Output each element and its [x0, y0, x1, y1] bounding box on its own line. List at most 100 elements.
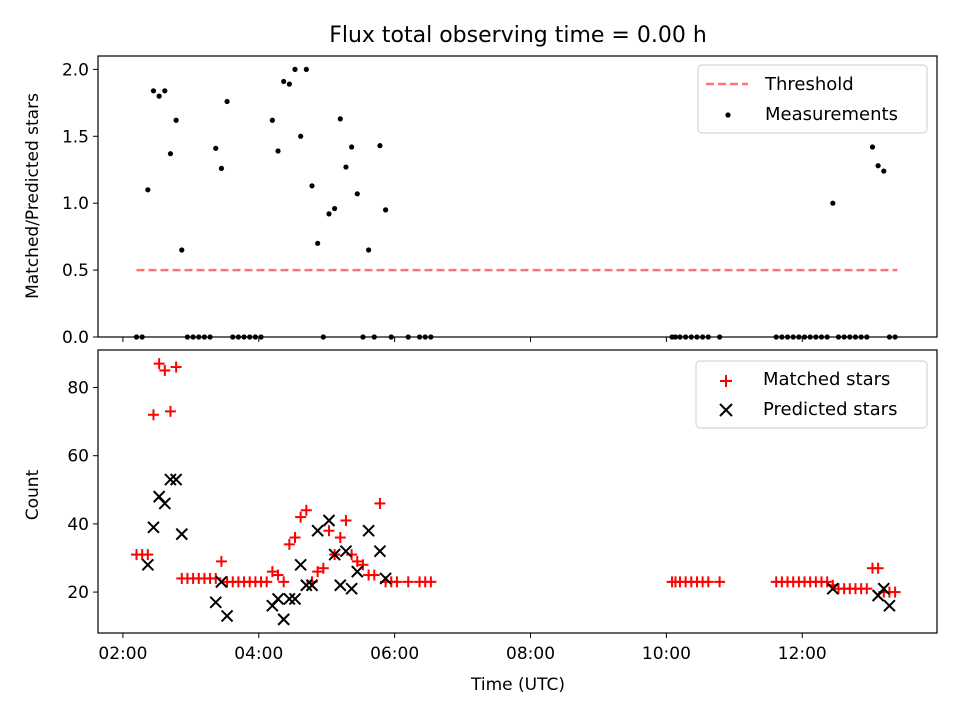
x-tick-label: 02:00 — [98, 644, 147, 664]
legend-threshold-label: Threshold — [764, 74, 854, 95]
measurement-point — [354, 191, 360, 197]
matched-star-point — [210, 572, 222, 584]
measurement-point — [382, 207, 389, 213]
predicted-star-point — [147, 521, 160, 534]
y-tick-label: 0.0 — [62, 328, 89, 348]
matched-star-point — [283, 538, 295, 550]
measurement-point — [869, 144, 876, 150]
matched-star-point — [368, 569, 380, 581]
matched-star-point — [295, 511, 307, 523]
matched-star-point — [142, 549, 154, 561]
predicted-star-point — [373, 544, 387, 558]
predicted-star-point — [288, 592, 302, 606]
matched-star-point — [872, 562, 884, 574]
y-tick-label: 2.0 — [62, 60, 89, 80]
measurement-point — [156, 93, 162, 99]
matched-star-point — [261, 576, 273, 588]
measurement-point — [830, 200, 836, 206]
predicted-star-point — [283, 592, 296, 606]
matched-star-point — [351, 555, 363, 567]
matched-star-point — [164, 405, 176, 417]
predicted-star-point — [220, 609, 234, 623]
measurement-point — [145, 187, 151, 193]
matched-star-point — [312, 566, 324, 578]
y-tick-label: 80 — [67, 379, 89, 399]
matched-star-point — [323, 525, 335, 537]
matched-star-point — [215, 555, 227, 567]
measurement-point — [881, 168, 887, 174]
predicted-star-point — [271, 592, 285, 606]
ratio-x-ticks — [122, 337, 803, 342]
matched-star-point — [153, 358, 165, 370]
y-tick-label: 0.5 — [62, 261, 89, 281]
y-tick-label: 40 — [67, 515, 89, 535]
measurement-point — [298, 133, 304, 139]
legend-matched-swatch — [720, 375, 732, 387]
x-tick-label: 12:00 — [778, 644, 827, 664]
ratio-y-ticks: 0.0 0.5 1.0 1.5 2.0 — [62, 60, 98, 348]
measurement-point — [337, 116, 343, 122]
predicted-star-point — [877, 582, 890, 595]
predicted-star-point — [175, 527, 188, 541]
legend-matched-label: Matched stars — [763, 369, 890, 390]
matched-star-point — [272, 569, 284, 581]
predicted-star-point — [294, 558, 307, 572]
ratio-y-label: Matched/Predicted stars — [23, 93, 43, 299]
matched-star-point — [889, 586, 901, 598]
matched-star-points — [130, 358, 901, 598]
y-tick-label: 1.5 — [62, 127, 89, 147]
predicted-star-point — [158, 497, 172, 510]
count-x-ticks: 02:00 04:00 06:00 08:00 10:00 12:00 — [98, 633, 827, 664]
predicted-star-point — [351, 565, 364, 578]
matched-star-point — [714, 576, 726, 588]
matched-star-point — [147, 409, 159, 421]
chart-title: Flux total observing time = 0.00 h — [329, 23, 707, 48]
predicted-star-point — [883, 599, 896, 612]
predicted-star-point — [826, 582, 840, 595]
count-legend-box — [695, 360, 928, 429]
legend-predicted-swatch — [719, 403, 733, 417]
matched-star-point — [300, 504, 312, 516]
predicted-star-point — [334, 579, 347, 592]
measurement-point — [377, 143, 383, 149]
predicted-star-point — [215, 575, 228, 589]
matched-star-point — [289, 532, 301, 544]
measurement-point — [179, 247, 185, 253]
predicted-star-point — [328, 548, 341, 561]
matched-star-point — [346, 549, 358, 561]
matched-star-point — [702, 576, 714, 588]
predicted-star-point — [300, 579, 313, 592]
x-axis-label: Time (UTC) — [470, 675, 565, 695]
predicted-star-point — [322, 514, 336, 527]
count-legend: Matched stars Predicted stars — [695, 360, 928, 429]
predicted-star-point — [209, 596, 222, 609]
measurement-point — [213, 145, 219, 151]
matched-star-point — [402, 576, 414, 588]
matched-star-point — [317, 562, 329, 574]
measurement-point — [875, 163, 881, 169]
x-tick-label: 10:00 — [642, 644, 691, 664]
matched-star-point — [334, 532, 346, 544]
measurement-point — [150, 88, 157, 94]
matched-star-point — [425, 576, 437, 588]
predicted-star-point — [305, 579, 319, 592]
measurement-point — [315, 240, 321, 246]
measurement-point — [309, 183, 315, 189]
count-axes-frame — [97, 349, 938, 634]
matched-star-point — [340, 514, 352, 526]
ratio-axes-frame — [97, 55, 938, 338]
matched-star-point — [374, 497, 386, 509]
predicted-star-point — [362, 524, 375, 537]
measurement-point — [303, 66, 309, 72]
matched-star-point — [159, 364, 171, 376]
measurement-point — [349, 144, 355, 150]
predicted-star-point — [339, 544, 353, 558]
legend-measurement-swatch — [725, 112, 731, 118]
measurement-point — [292, 66, 298, 72]
measurement-point — [286, 81, 292, 87]
ratio-panel: 0.00.51.01.52.0 Matched/Predicted stars … — [23, 55, 938, 348]
measurement-point — [162, 88, 168, 94]
x-tick-label: 06:00 — [370, 644, 419, 664]
